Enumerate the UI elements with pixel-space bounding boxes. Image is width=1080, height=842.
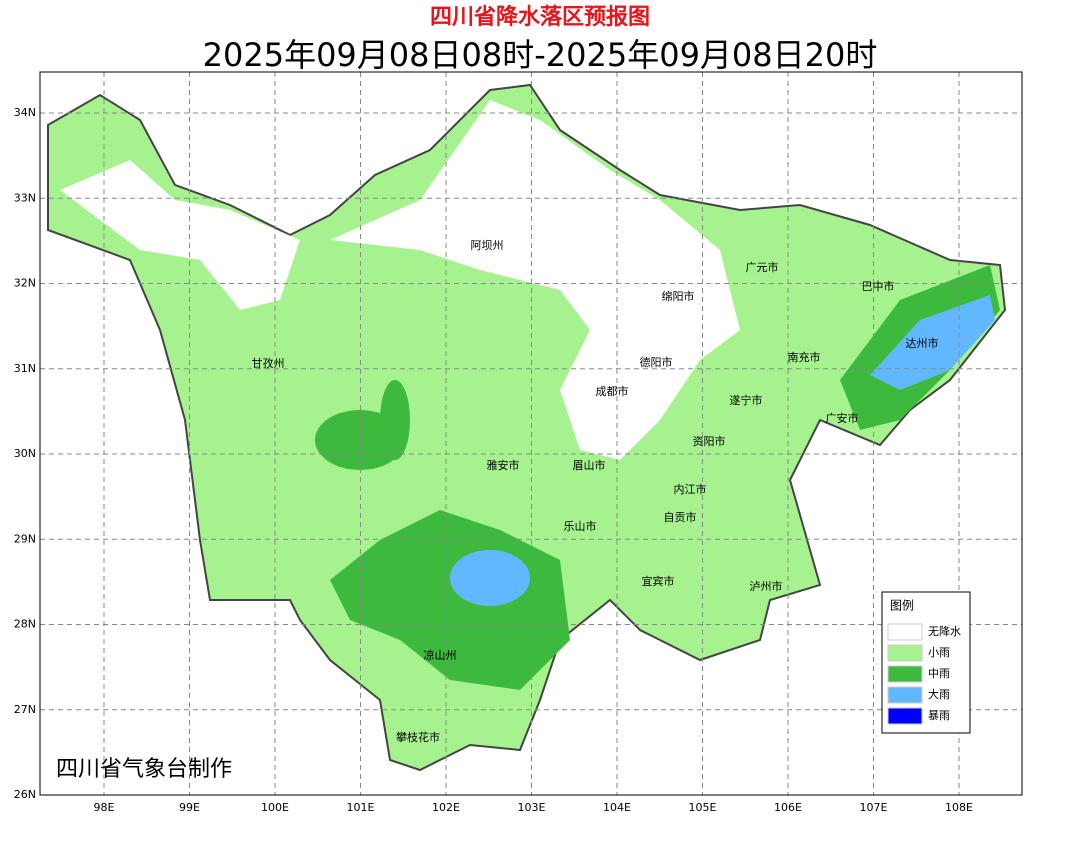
lat-label: 33N (14, 191, 36, 204)
place-label: 攀枝花市 (396, 730, 440, 744)
place-label: 凉山州 (424, 648, 457, 662)
place-label: 成都市 (596, 384, 629, 398)
lon-label: 107E (860, 801, 888, 814)
lon-label: 106E (774, 801, 802, 814)
place-label: 遂宁市 (730, 393, 763, 407)
heavy-rain-area (870, 295, 995, 390)
subtitle: 2025年09月08日08时-2025年09月08日20时 (203, 36, 878, 74)
heavy-rain-area (450, 550, 530, 606)
lat-label: 34N (14, 106, 36, 119)
place-label: 南充市 (788, 350, 821, 364)
place-label: 绵阳市 (662, 289, 695, 303)
place-label: 广元市 (746, 260, 779, 274)
place-label: 资阳市 (693, 434, 726, 448)
legend-swatch (887, 665, 923, 683)
legend-label: 中雨 (928, 667, 950, 680)
lon-label: 100E (261, 801, 289, 814)
credit: 四川省气象台制作 (56, 757, 232, 782)
place-label: 自贡市 (664, 510, 697, 524)
lat-label: 27N (14, 703, 36, 716)
lon-label: 108E (945, 801, 973, 814)
place-label: 广安市 (826, 411, 859, 425)
lon-label: 98E (94, 801, 115, 814)
place-label: 内江市 (674, 482, 707, 496)
place-label: 巴中市 (862, 279, 895, 293)
lon-label: 101E (347, 801, 375, 814)
lon-label: 102E (432, 801, 460, 814)
place-label: 达州市 (906, 336, 939, 350)
legend-label: 暴雨 (928, 709, 950, 722)
lat-label: 29N (14, 532, 36, 545)
lat-label: 28N (14, 618, 36, 631)
no-rain-area (330, 100, 740, 460)
place-label: 泸州市 (750, 579, 783, 593)
legend-swatch (887, 707, 923, 725)
place-label: 德阳市 (640, 355, 673, 369)
moderate-rain-area (380, 380, 410, 460)
lat-label: 26N (14, 788, 36, 801)
place-label: 甘孜州 (252, 356, 285, 370)
lon-label: 99E (179, 801, 200, 814)
legend-swatch (887, 686, 923, 704)
map-frame (39, 71, 1023, 796)
legend-swatch (887, 623, 923, 641)
place-label: 雅安市 (487, 458, 520, 472)
legend-label: 大雨 (928, 687, 950, 701)
lon-label: 103E (518, 801, 546, 814)
legend-title: 图例 (890, 599, 914, 613)
legend-swatch (887, 644, 923, 662)
legend-label: 小雨 (928, 646, 950, 659)
legend-label: 无降水 (928, 624, 961, 638)
lon-label: 104E (603, 801, 631, 814)
precip-areas (47, 83, 1007, 772)
lat-label: 30N (14, 447, 36, 460)
place-label: 乐山市 (564, 519, 597, 533)
title: 四川省降水落区预报图 (430, 5, 650, 30)
place-label: 宜宾市 (642, 574, 675, 588)
place-label: 眉山市 (573, 458, 606, 472)
no-rain-area (60, 160, 300, 310)
lon-label: 105E (689, 801, 717, 814)
lat-label: 32N (14, 277, 36, 290)
lat-label: 31N (14, 362, 36, 375)
place-label: 阿坝州 (471, 238, 504, 252)
